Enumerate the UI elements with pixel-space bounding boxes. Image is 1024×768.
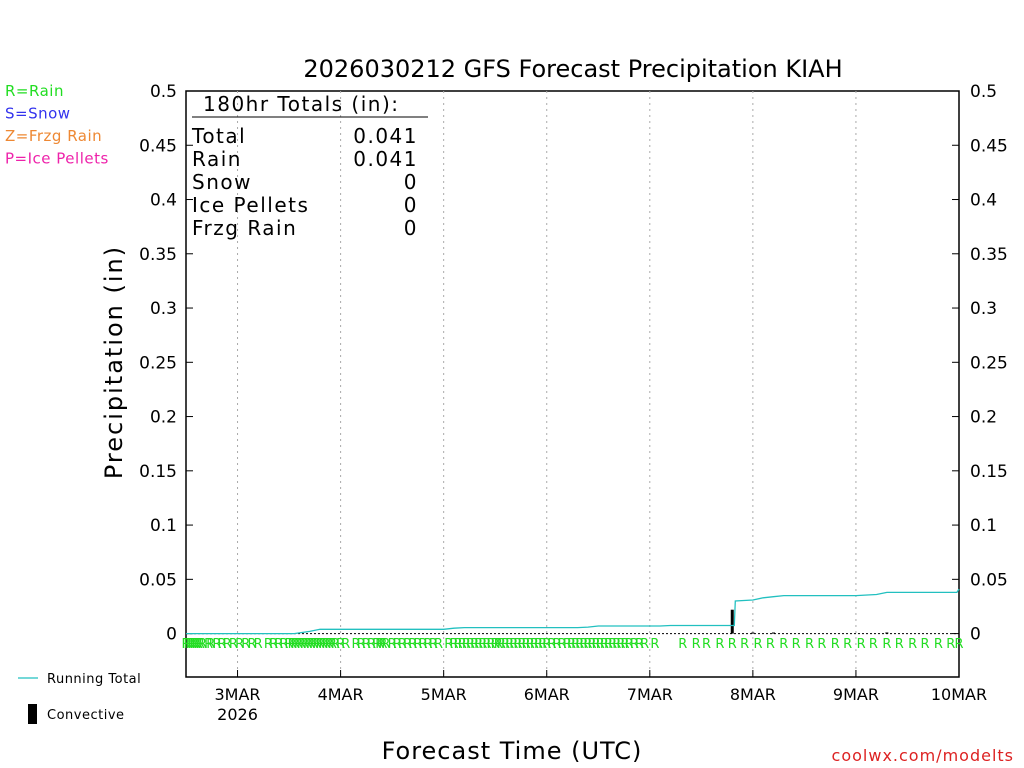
- y-tick-label-left: 0.35: [139, 245, 177, 265]
- precip-type-marker: R: [692, 637, 701, 652]
- precip-type-marker: R: [843, 637, 852, 652]
- y-tick-label-right: 0.3: [970, 299, 997, 319]
- y-axis-right: 0 0.05 0.1 0.15 0.2 0.25 0.3 0.35 0.4 0.45 0.5: [952, 82, 1008, 645]
- x-tick-label: 8MAR: [730, 685, 776, 704]
- precip-type-marker: R: [792, 637, 801, 652]
- precip-type-legend-entry: R=Rain: [5, 82, 64, 100]
- totals-row-label: Total: [191, 124, 246, 148]
- totals-row-value: 0.041: [353, 147, 418, 171]
- precip-type-marker: R: [650, 637, 659, 652]
- chart-title: 2026030212 GFS Forecast Precipitation KI…: [303, 55, 842, 83]
- totals-row-value: 0.041: [353, 124, 418, 148]
- precip-type-marker: R: [640, 637, 649, 652]
- precip-type-marker: R: [954, 637, 963, 652]
- precip-type-legend: R=Rain S=Snow Z=Frzg Rain P=Ice Pellets: [5, 82, 109, 168]
- x-tick-label: 4MAR: [318, 685, 364, 704]
- precip-type-marker: R: [779, 637, 788, 652]
- totals-box: 180hr Totals (in): Total 0.041 Rain 0.041 Sn…: [191, 92, 428, 240]
- precip-type-marker: R: [805, 637, 814, 652]
- y-tick-label-left: 0.05: [139, 570, 177, 590]
- y-tick-label-right: 0.1: [970, 516, 997, 536]
- x-tick-label: 9MAR: [833, 685, 879, 704]
- y-tick-label-left: 0.3: [150, 299, 177, 319]
- y-tick-label-left: 0.25: [139, 353, 177, 373]
- precip-type-marker: R: [857, 637, 866, 652]
- y-tick-label-left: 0.2: [150, 408, 177, 428]
- totals-row-label: Ice Pellets: [192, 193, 309, 217]
- credit-text: coolwx.com/modelts: [832, 746, 1014, 765]
- precip-type-marker: R: [920, 637, 929, 652]
- y-axis-label: Precipitation (in): [100, 245, 128, 479]
- x-tick-label: 3MAR: [215, 685, 261, 704]
- y-tick-label-right: 0.4: [970, 191, 997, 211]
- precip-type-marker: R: [895, 637, 904, 652]
- y-tick-label-right: 0.5: [970, 82, 997, 102]
- precip-type-marker: R: [728, 637, 737, 652]
- totals-row-label: Snow: [192, 170, 252, 194]
- precip-type-marker: R: [740, 637, 749, 652]
- x-tick-label: 5MAR: [421, 685, 467, 704]
- y-axis-left: 0 0.05 0.1 0.15 0.2 0.25 0.3 0.35 0.4 0.45 0.5: [139, 82, 193, 645]
- precip-type-marker: R: [934, 637, 943, 652]
- legend-entry-label: Running Total: [47, 672, 141, 687]
- precip-type-marker: R: [254, 637, 263, 652]
- y-tick-label-right: 0: [970, 625, 981, 645]
- precip-type-marker: R: [678, 637, 687, 652]
- precip-type-marker: R: [434, 637, 443, 652]
- y-tick-label-left: 0.45: [139, 136, 177, 156]
- precip-type-marker: R: [831, 637, 840, 652]
- running-total-line: [186, 589, 959, 634]
- legend-swatch-convective: [28, 704, 37, 724]
- y-tick-label-left: 0.5: [150, 82, 177, 102]
- vertical-gridlines: [238, 91, 856, 677]
- series-legend: Running Total Convective: [18, 672, 141, 724]
- x-tick-sublabel: 2026: [217, 705, 258, 724]
- x-tick-label: 10MAR: [931, 685, 987, 704]
- y-tick-label-left: 0.4: [150, 191, 177, 211]
- legend-entry-label: Convective: [47, 708, 125, 723]
- precip-type-marker: R: [753, 637, 762, 652]
- x-tick-label: 6MAR: [524, 685, 570, 704]
- convective-bar: [772, 633, 775, 634]
- x-axis-label: Forecast Time (UTC): [382, 737, 643, 765]
- convective-bar: [731, 610, 734, 634]
- totals-row-label: Rain: [192, 147, 242, 171]
- y-tick-label-left: 0.1: [150, 516, 177, 536]
- totals-heading: 180hr Totals (in):: [203, 92, 400, 116]
- totals-row-value: 0: [404, 216, 418, 240]
- precip-type-marker: R: [702, 637, 711, 652]
- y-tick-label-left: 0: [166, 625, 177, 645]
- y-tick-label-right: 0.15: [970, 462, 1008, 482]
- precip-type-marker: R: [715, 637, 724, 652]
- y-tick-label-right: 0.2: [970, 408, 997, 428]
- precip-type-marker: R: [766, 637, 775, 652]
- y-tick-label-right: 0.05: [970, 570, 1008, 590]
- precip-type-marker: R: [882, 637, 891, 652]
- plot-frame: [186, 91, 959, 677]
- totals-row-value: 0: [404, 193, 418, 217]
- y-tick-label-right: 0.25: [970, 353, 1008, 373]
- precip-type-marker: R: [341, 637, 350, 652]
- y-tick-label-left: 0.15: [139, 462, 177, 482]
- y-tick-label-right: 0.35: [970, 245, 1008, 265]
- precip-type-legend-entry: Z=Frzg Rain: [5, 127, 102, 145]
- convective-bar: [751, 633, 754, 634]
- convective-bars: [731, 610, 889, 634]
- precip-type-marker: R: [908, 637, 917, 652]
- precip-type-legend-entry: S=Snow: [5, 105, 71, 123]
- convective-bar: [885, 633, 888, 634]
- totals-row-value: 0: [404, 170, 418, 194]
- precip-type-marker: R: [817, 637, 826, 652]
- precip-type-marker: R: [869, 637, 878, 652]
- precip-type-markers: RRRRRRRRRRRRRRRRRRR RRRRRRRRRRRRRRRRRRRRR…: [181, 637, 963, 652]
- x-tick-label: 7MAR: [627, 685, 673, 704]
- precipitation-chart: 2026030212 GFS Forecast Precipitation KI…: [0, 0, 1024, 768]
- precip-type-legend-entry: P=Ice Pellets: [5, 150, 109, 168]
- totals-row-label: Frzg Rain: [192, 216, 297, 240]
- y-tick-label-right: 0.45: [970, 136, 1008, 156]
